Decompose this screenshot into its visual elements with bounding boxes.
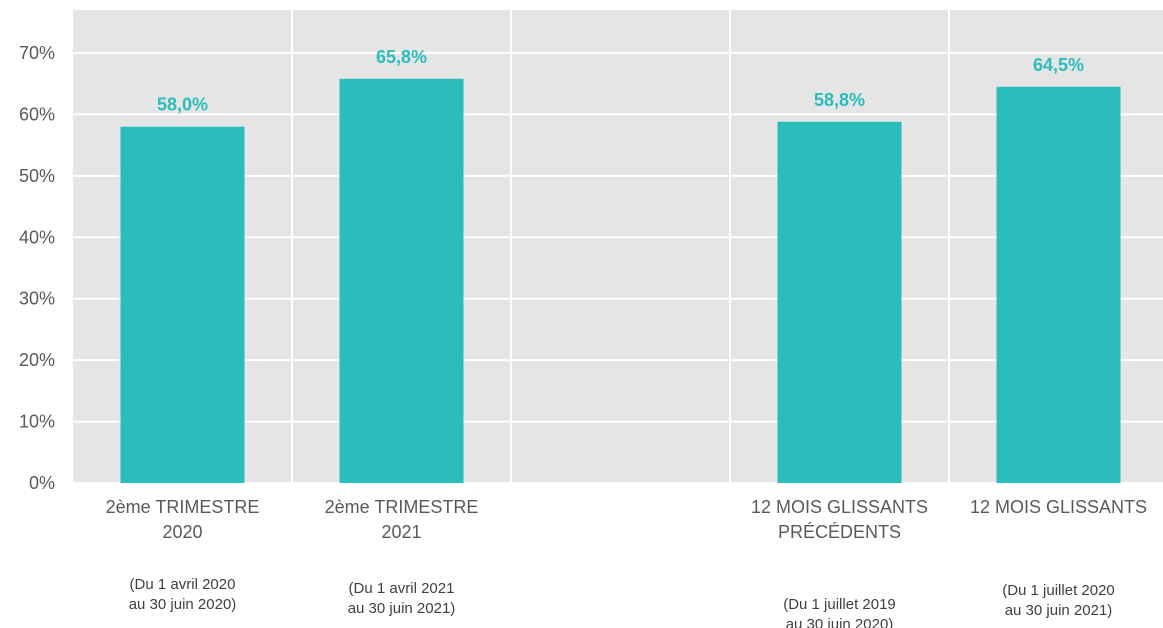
x-category-label: 2021 (381, 522, 421, 542)
y-tick-label: 20% (19, 350, 55, 370)
y-tick-label: 30% (19, 289, 55, 309)
data-label: 58,8% (814, 90, 865, 110)
x-category-label: 2ème TRIMESTRE (325, 497, 479, 517)
x-category-label: PRÉCÉDENTS (778, 522, 901, 542)
x-category-note: (Du 1 juillet 2019 (783, 596, 896, 613)
x-category-note: (Du 1 avril 2020 (130, 576, 236, 593)
y-tick-label: 50% (19, 166, 55, 186)
y-tick-label: 70% (19, 43, 55, 63)
data-label: 65,8% (376, 47, 427, 67)
y-tick-label: 60% (19, 104, 55, 124)
plot-area (73, 10, 1163, 483)
data-label: 64,5% (1033, 55, 1084, 75)
x-category-note: au 30 juin 2020) (129, 596, 237, 613)
y-tick-label: 0% (29, 473, 55, 493)
y-tick-label: 10% (19, 412, 55, 432)
x-category-note: au 30 juin 2021) (1005, 602, 1113, 619)
x-category-label: 12 MOIS GLISSANTS (751, 497, 928, 517)
x-category-note: (Du 1 avril 2021 (349, 580, 455, 597)
x-category-note: au 30 juin 2020) (786, 616, 894, 628)
bar (120, 126, 245, 483)
x-category-label: 2020 (162, 522, 202, 542)
y-tick-label: 40% (19, 227, 55, 247)
data-label: 58,0% (157, 95, 208, 115)
x-category-note: (Du 1 juillet 2020 (1002, 582, 1115, 599)
bar (996, 86, 1121, 484)
x-category-label: 2ème TRIMESTRE (106, 497, 260, 517)
bar (777, 121, 902, 484)
x-category-note: au 30 juin 2021) (348, 600, 456, 617)
x-category-label: 12 MOIS GLISSANTS (970, 497, 1147, 517)
bar (339, 78, 464, 484)
